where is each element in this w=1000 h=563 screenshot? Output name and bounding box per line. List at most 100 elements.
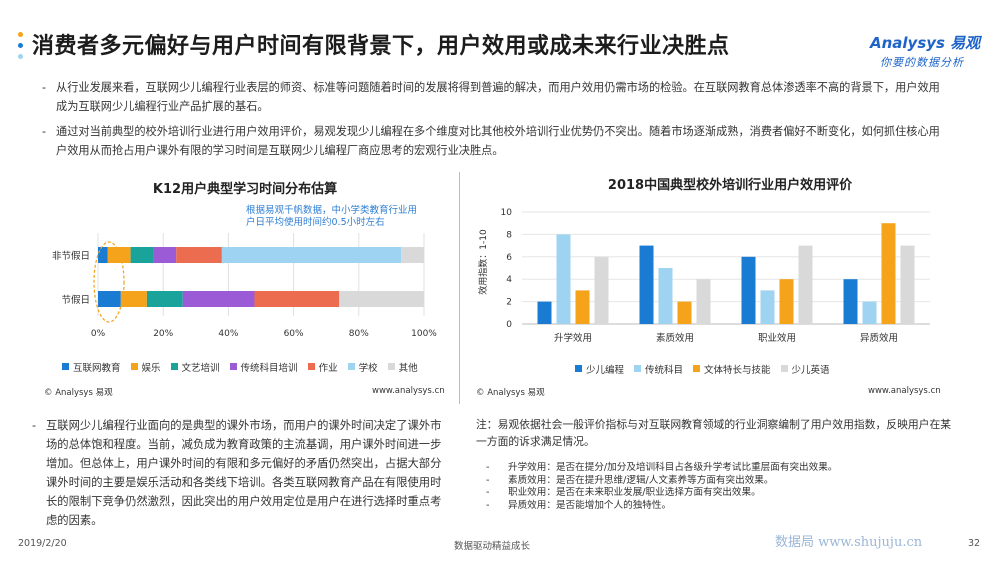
right-chart-category-labels: 升学效用 素质效用 职业效用 异质效用 <box>554 332 898 344</box>
legend-item: 互联网教育 <box>62 360 121 374</box>
chart-divider <box>459 172 460 404</box>
bullet-dash: - <box>42 81 47 94</box>
bar <box>556 234 571 324</box>
bar <box>575 290 590 324</box>
y-tick-label: 10 <box>501 208 513 218</box>
legend-swatch <box>693 365 701 372</box>
legend-swatch <box>780 365 788 372</box>
legend-swatch <box>170 363 178 370</box>
bar <box>594 256 609 324</box>
bar <box>900 245 915 324</box>
legend-item: 其他 <box>387 360 418 374</box>
legend-label: 传统科目 <box>645 364 684 376</box>
x-tick-label: 40% <box>218 329 238 339</box>
bar <box>760 290 775 324</box>
category-label: 素质效用 <box>656 332 694 344</box>
bar <box>741 256 756 324</box>
x-tick-label: 20% <box>153 329 173 339</box>
legend-item: 作业 <box>307 360 338 374</box>
intro-paragraph-2-text: 通过对当前典型的校外培训行业进行用户效用评价，易观发现少儿编程在多个维度对比其他… <box>56 125 940 157</box>
bar <box>658 268 673 324</box>
right-chart-y-axis-label: 效用指数：1-10 <box>477 229 489 295</box>
brand-tagline: 你要的数据分析 <box>880 56 964 69</box>
right-chart-grid <box>522 211 930 325</box>
right-chart-tick-labels: 0 2 4 6 8 10 <box>501 208 513 330</box>
legend-label: 传统科目培训 <box>240 362 298 374</box>
x-tick-label: 100% <box>411 329 437 339</box>
bullet-dash: - <box>42 125 47 138</box>
bar <box>881 223 896 324</box>
category-label: 异质效用 <box>860 332 898 344</box>
page-number: 32 <box>968 538 981 549</box>
legend-label: 文体特长与技能 <box>704 364 771 376</box>
legend-item: 少儿编程 <box>575 362 624 376</box>
legend-item: 传统科目 <box>634 362 683 376</box>
bar <box>677 301 692 324</box>
right-chart-site: www.analysys.cn <box>868 386 941 396</box>
right-chart-legend: 少儿编程 传统科目 文体特长与技能 少儿英语 <box>575 357 935 376</box>
bar-segment <box>120 291 147 307</box>
category-label: 节假日 <box>61 294 90 306</box>
x-tick-label: 80% <box>349 329 369 339</box>
bar <box>862 301 877 324</box>
legend-swatch <box>62 363 69 370</box>
highlight-ellipse <box>93 241 125 323</box>
footer-date: 2019/2/20 <box>18 538 67 549</box>
bar-segment <box>107 247 131 263</box>
left-chart-title: K12用户典型学习时间分布估算 <box>152 182 338 197</box>
category-label: 非节假日 <box>52 250 90 262</box>
category-label: 升学效用 <box>554 332 592 344</box>
brand-logo: Analysys 易观 <box>870 34 981 52</box>
title-decoration-dots <box>18 32 26 72</box>
bar <box>639 245 654 324</box>
left-chart-bars <box>98 247 424 307</box>
legend-label: 少儿编程 <box>586 364 625 376</box>
y-tick-label: 8 <box>506 230 512 240</box>
bar <box>537 301 552 324</box>
legend-label: 娱乐 <box>141 362 161 374</box>
right-chart-bars <box>537 223 915 324</box>
bar-segment <box>182 291 255 307</box>
bar-segment <box>254 291 340 307</box>
legend-item: 娱乐 <box>130 360 161 374</box>
y-tick-label: 0 <box>506 320 512 330</box>
left-chart-legend: 互联网教育 娱乐 文艺培训 传统科目培训 作业 学校 其他 <box>62 355 462 374</box>
legend-item: 传统科目培训 <box>229 360 298 374</box>
right-chart-title: 2018中国典型校外培训行业用户效用评价 <box>607 178 853 193</box>
legend-swatch <box>634 365 642 372</box>
intro-paragraph-1-text: 从行业发展来看，互联网少儿编程行业表层的师资、标准等问题随着时间的发展将得到普遍… <box>56 81 940 113</box>
bottom-left-paragraph: - 互联网少儿编程行业面向的是典型的课外市场，而用户的课外时间决定了课外市场的总… <box>32 416 442 530</box>
bar <box>843 279 858 324</box>
legend-label: 学校 <box>358 362 378 374</box>
y-tick-label: 4 <box>506 275 512 285</box>
y-tick-label: 2 <box>506 298 512 308</box>
x-tick-label: 60% <box>284 329 304 339</box>
list-item: 素质效用：是否在提升思维/逻辑/人文素养等方面有突出效果。 <box>476 475 956 488</box>
bar-segment <box>146 291 183 307</box>
bar-segment <box>339 291 424 307</box>
right-chart-plot: 0 2 4 6 8 10 升学效用 素质效用 职业效用 异质效用 效用指数：1-10 <box>477 208 930 344</box>
bar-segment <box>221 247 402 263</box>
bar-segment <box>98 247 108 263</box>
legend-item: 少儿英语 <box>780 362 830 376</box>
intro-paragraph-2: - 通过对当前典型的校外培训行业进行用户效用评价，易观发现少儿编程在多个维度对比… <box>42 122 946 160</box>
bullet-dash: - <box>32 419 37 432</box>
bottom-right-note: 注：易观依据社会一般评价指标与对互联网教育领域的行业洞察编制了用户效用指数，反映… <box>476 418 952 448</box>
legend-item: 文体特长与技能 <box>693 362 771 376</box>
y-tick-label: 6 <box>506 253 512 263</box>
bottom-left-text: 互联网少儿编程行业面向的是典型的课外市场，而用户的课外时间决定了课外市场的总体饱… <box>46 419 442 527</box>
legend-item: 学校 <box>347 360 378 374</box>
bar-segment <box>401 247 424 263</box>
legend-label: 互联网教育 <box>73 362 121 374</box>
legend-swatch <box>387 363 395 370</box>
legend-swatch <box>307 363 315 370</box>
utility-definition-list: 升学效用：是否在提分/加分及培训科目占各级升学考试比重层面有突出效果。 素质效用… <box>476 462 956 512</box>
left-chart-source: © Analysys 易观 <box>44 388 113 398</box>
right-chart-source: © Analysys 易观 <box>476 388 545 398</box>
category-label: 职业效用 <box>758 332 796 344</box>
site-watermark: 数据局 www.shujuju.cn <box>775 535 923 550</box>
bar <box>779 279 794 324</box>
left-chart-tick-labels: 0% 20% 40% 60% 80% 100% <box>91 329 437 339</box>
list-item: 职业效用：是否在未来职业发展/职业选择方面有突出效果。 <box>476 487 956 500</box>
